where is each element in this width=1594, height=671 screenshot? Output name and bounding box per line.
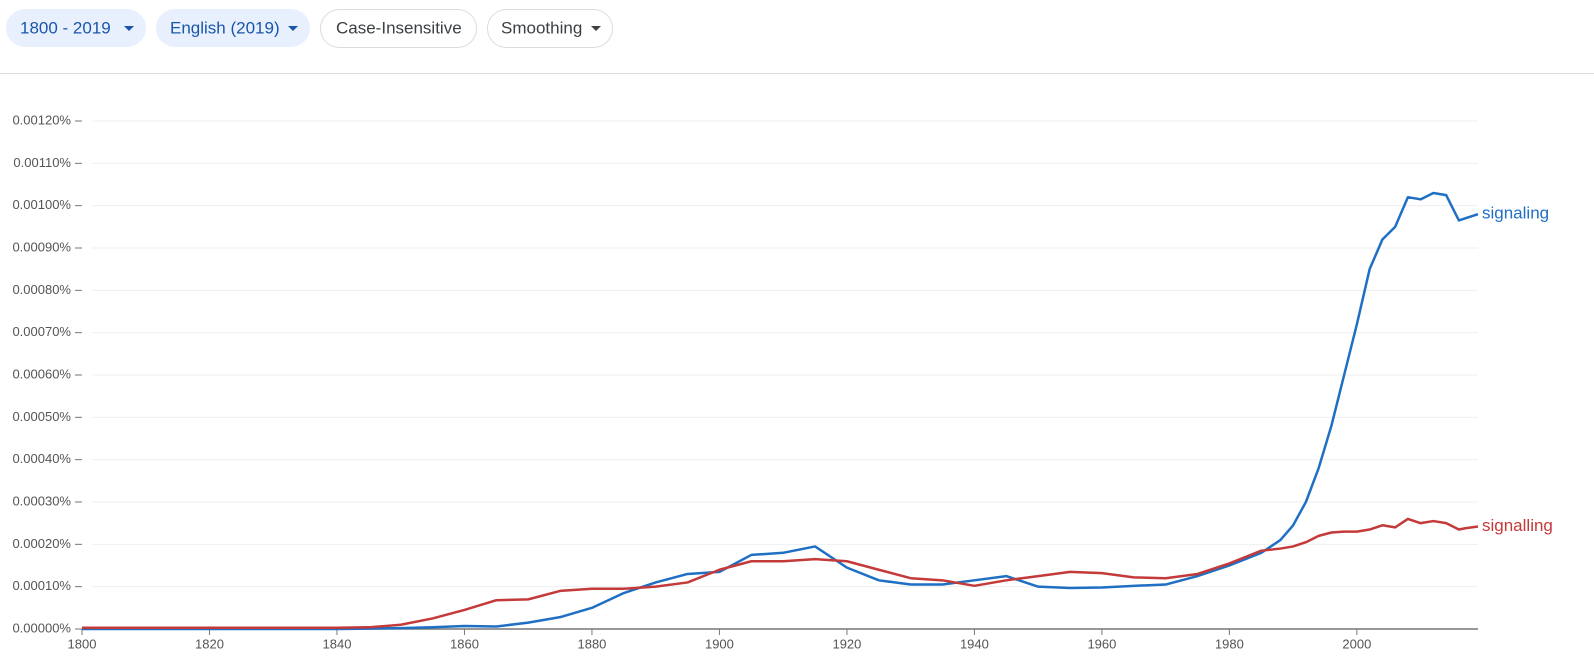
- y-tick-label: 0.00110%: [13, 155, 71, 170]
- x-tick-label: 1920: [832, 636, 861, 651]
- chip-label: English (2019): [170, 18, 280, 37]
- y-tick-label: 0.00090%: [12, 239, 71, 254]
- series-label: signalling: [1482, 516, 1553, 535]
- smoothing-chip[interactable]: Smoothing: [487, 9, 613, 48]
- series-line: [82, 517, 1479, 629]
- date-range-chip[interactable]: 1800 - 2019: [6, 9, 146, 47]
- y-tick-label: 0.00010%: [12, 578, 71, 593]
- x-tick-label: 1980: [1215, 636, 1244, 651]
- series-line: [82, 191, 1479, 631]
- x-tick-label: 1840: [323, 636, 352, 651]
- x-tick-label: 1800: [68, 636, 97, 651]
- y-tick-label: 0.00060%: [12, 366, 71, 381]
- y-tick-label: 0.00070%: [12, 324, 71, 339]
- x-tick-label: 1820: [195, 636, 224, 651]
- y-tick-label: 0.00000%: [12, 620, 71, 635]
- case-chip[interactable]: Case-Insensitive: [320, 9, 477, 48]
- chip-label: Case-Insensitive: [336, 18, 462, 37]
- series-label: signaling: [1482, 204, 1549, 223]
- x-tick-label: 1960: [1087, 636, 1116, 651]
- y-tick-label: 0.00020%: [12, 536, 71, 551]
- y-tick-label: 0.00080%: [12, 282, 71, 297]
- y-tick-label: 0.00100%: [12, 197, 71, 212]
- y-tick-label: 0.00040%: [12, 451, 71, 466]
- x-tick-label: 2000: [1342, 636, 1371, 651]
- y-tick-label: 0.00050%: [12, 409, 71, 424]
- x-tick-label: 1860: [450, 636, 479, 651]
- toolbar: 1800 - 2019 English (2019) Case-Insensit…: [0, 9, 1594, 74]
- y-tick-label: 0.00030%: [12, 493, 71, 508]
- chip-label: 1800 - 2019: [20, 18, 111, 37]
- x-tick-label: 1900: [705, 636, 734, 651]
- chip-label: Smoothing: [501, 18, 582, 37]
- corpus-chip[interactable]: English (2019): [156, 9, 310, 47]
- y-tick-label: 0.00120%: [12, 112, 71, 127]
- x-tick-label: 1940: [960, 636, 989, 651]
- x-tick-label: 1880: [577, 636, 606, 651]
